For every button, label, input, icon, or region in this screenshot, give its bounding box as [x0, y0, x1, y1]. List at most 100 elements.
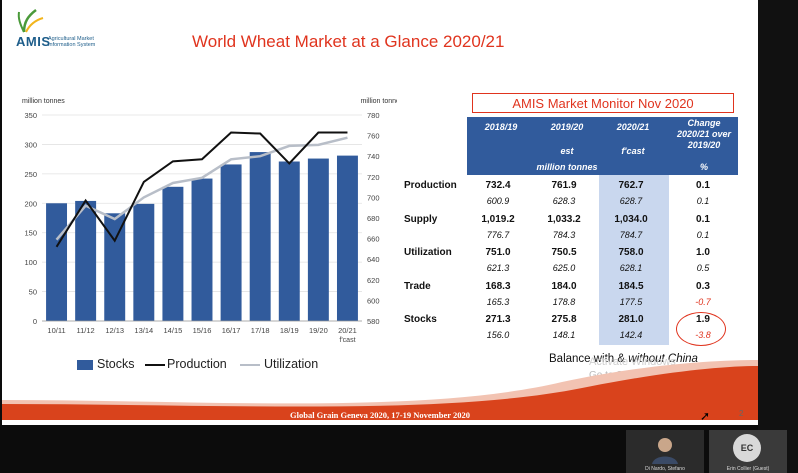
forecast-column-highlight: [599, 175, 669, 345]
x-tick-label: 12/13: [105, 326, 124, 335]
balance-prefix: Balance with &: [549, 353, 629, 365]
table-cell-sub: 142.4: [619, 330, 643, 340]
table-cell-sub: 600.9: [486, 196, 510, 206]
y-left-axis-title: million tonnes: [22, 98, 65, 105]
table-cell-main: 0.1: [696, 180, 710, 191]
y-left-tick-label: 200: [24, 199, 37, 208]
logo-name: AMIS: [16, 34, 51, 49]
y-right-tick-label: 760: [367, 132, 380, 141]
stocks-bar: [278, 161, 300, 321]
table-header: 2018/19 2019/20 est 2020/21 f'cast milli…: [467, 117, 738, 175]
person-avatar-icon: [652, 438, 678, 464]
table-cell-main: 761.9: [551, 180, 577, 191]
table-cell-main: 184.5: [618, 280, 644, 292]
table-cell-sub: 0.5: [696, 263, 710, 273]
y-right-tick-label: 620: [367, 276, 380, 285]
y-left-tick-label: 300: [24, 140, 37, 149]
table-cell-main: 1.0: [696, 247, 710, 258]
x-tick-label: 20/21: [338, 326, 357, 335]
table-cell-sub: 628.3: [552, 196, 576, 206]
footer-wave: [2, 360, 758, 420]
header-units: million tonnes: [536, 162, 598, 172]
y-right-tick-label: 680: [367, 214, 380, 223]
legend-utilization-label: Utilization: [264, 357, 319, 371]
table-cell-main: 1,019.2: [481, 213, 515, 225]
table-cell-sub: 784.7: [619, 229, 643, 240]
table-cell-sub: 628.7: [619, 196, 643, 206]
header-col-change-sub: %: [699, 162, 708, 172]
header-col-2018: 2018/19: [484, 122, 518, 132]
stocks-bar: [220, 164, 242, 321]
y-left-tick-label: 0: [33, 317, 37, 326]
legend-stocks-swatch: [77, 360, 93, 370]
header-col-2020-sub: f'cast: [621, 146, 645, 156]
mouse-cursor-icon: ➚: [700, 409, 711, 423]
production-line: [55, 131, 348, 248]
slide-number: 2: [739, 409, 744, 418]
stocks-bar: [191, 178, 213, 321]
stocks-bar: [336, 155, 358, 321]
table-cell-main: 758.0: [618, 247, 644, 258]
stocks-bar: [307, 158, 329, 321]
x-tick-label: 15/16: [193, 326, 212, 335]
stocks-bar: [162, 186, 184, 321]
y-left-tick-label: 100: [24, 258, 37, 267]
meeting-side-strip: [758, 0, 798, 473]
table-cell-main: 281.0: [618, 314, 644, 325]
table-cell-sub: 0.1: [696, 229, 710, 240]
x-tick-label: 14/15: [164, 326, 183, 335]
header-col-change: Change 2020/21 over 2019/20: [676, 118, 732, 150]
table-row-label: Utilization: [404, 247, 452, 258]
x-tick-label: 13/14: [134, 326, 153, 335]
presentation-slide: AMIS Agricultural Market Information Sys…: [2, 0, 758, 425]
participant-tile[interactable]: Di Nardo, Stefano: [626, 430, 704, 473]
stocks-bar: [249, 152, 271, 321]
stocks-bar: [75, 200, 97, 321]
y-left-tick-label: 250: [24, 170, 37, 179]
header-col-2019: 2019/20: [550, 122, 584, 132]
slide-title: World Wheat Market at a Glance 2020/21: [192, 32, 505, 51]
legend-production-swatch: [145, 364, 165, 366]
table-cell-sub: 776.7: [486, 229, 510, 240]
table-row-label: Trade: [404, 280, 431, 292]
x-tick-note: f'cast: [339, 337, 355, 344]
slide-footer: Global Grain Geneva 2020, 17-19 November…: [290, 410, 470, 420]
table-cell-main: 750.5: [551, 247, 577, 258]
table-row-label: Supply: [404, 213, 438, 225]
y-right-tick-label: 600: [367, 296, 380, 305]
table-cell-sub: 156.0: [486, 330, 510, 340]
x-tick-label: 19/20: [309, 326, 328, 335]
x-tick-label: 17/18: [251, 326, 270, 335]
table-cell-main: 184.0: [551, 280, 577, 292]
y-left-tick-label: 150: [24, 229, 37, 238]
x-tick-label: 18/19: [280, 326, 299, 335]
table-cell-sub: 165.3: [486, 296, 510, 307]
chart-legend: Stocks Production Utilization: [77, 357, 377, 373]
utilization-line: [55, 136, 348, 241]
legend-stocks-label: Stocks: [97, 357, 135, 371]
table-cell-sub: 784.3: [552, 229, 576, 240]
logo-subtitle: Agricultural Market Information System: [48, 36, 96, 48]
table-row-label: Production: [404, 180, 457, 191]
table-cell-main: 1,033.2: [547, 213, 581, 225]
table-cell-main: 168.3: [485, 280, 511, 292]
stocks-bar: [104, 213, 126, 321]
table-cell-main: 751.0: [485, 247, 511, 258]
y-right-tick-label: 720: [367, 173, 380, 182]
y-left-tick-label: 350: [24, 111, 37, 120]
header-col-2019-sub: est: [560, 146, 574, 156]
table-cell-main: 762.7: [618, 180, 644, 191]
y-right-tick-label: 660: [367, 235, 380, 244]
participant-name: Erin Collier (Guest): [726, 466, 770, 472]
y-right-tick-label: 580: [367, 317, 380, 326]
table-cell-main: 1,034.0: [614, 213, 648, 225]
table-cell-sub: 178.8: [552, 296, 576, 307]
table-cell-main: 732.4: [485, 180, 511, 191]
table-row-label: Stocks: [404, 314, 437, 325]
table-cell-sub: -0.7: [695, 296, 711, 307]
stocks-bar: [46, 203, 68, 321]
participant-initials: EC: [733, 434, 761, 462]
participant-tile[interactable]: EC Erin Collier (Guest): [709, 430, 787, 473]
table-cell-sub: 148.1: [552, 330, 576, 340]
legend-utilization-swatch: [240, 364, 260, 366]
